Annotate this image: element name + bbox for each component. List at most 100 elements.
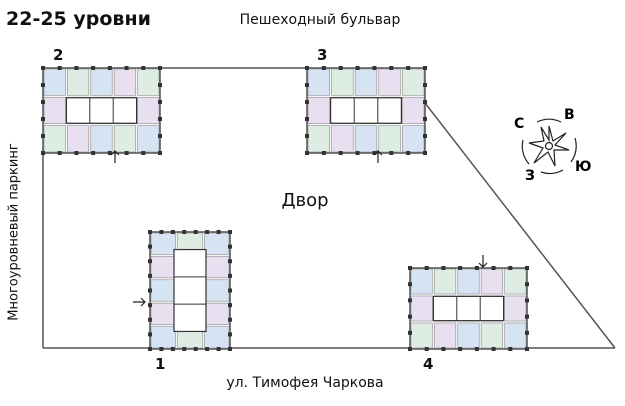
apartment — [204, 232, 230, 255]
column — [148, 273, 152, 278]
column — [158, 151, 162, 155]
column — [193, 230, 198, 234]
building-1 — [148, 230, 232, 351]
compass-rose: С В Ю З — [514, 107, 591, 184]
entrance-arrow-2 — [110, 150, 120, 163]
apartment — [43, 68, 66, 96]
column — [148, 347, 152, 351]
column — [158, 134, 162, 138]
column — [228, 332, 232, 337]
building-number-2: 2 — [53, 46, 64, 64]
apartment — [402, 97, 425, 124]
column — [408, 347, 412, 351]
column — [91, 151, 96, 155]
apartment — [90, 125, 113, 153]
apartment — [434, 268, 457, 295]
apartment — [378, 125, 401, 153]
column — [424, 266, 429, 270]
column — [491, 266, 496, 270]
column — [423, 83, 427, 87]
column — [158, 66, 162, 70]
column — [406, 66, 411, 70]
column — [525, 347, 529, 351]
apartment — [150, 302, 176, 325]
apartment — [204, 302, 230, 325]
apartment — [204, 279, 230, 302]
column — [159, 347, 164, 351]
apartment — [504, 268, 527, 295]
column — [158, 83, 162, 87]
column — [205, 230, 210, 234]
column — [228, 317, 232, 322]
apartment — [402, 68, 425, 96]
column — [148, 230, 152, 234]
building-core — [173, 248, 207, 333]
column — [228, 347, 232, 351]
building-number-4: 4 — [423, 355, 434, 373]
apartment — [67, 68, 90, 96]
column — [441, 266, 446, 270]
column — [305, 134, 309, 138]
column — [525, 266, 529, 270]
column — [148, 317, 152, 322]
column — [389, 66, 394, 70]
column — [124, 151, 129, 155]
apartment — [434, 322, 457, 349]
column — [491, 347, 496, 351]
compass-east: В — [564, 107, 575, 123]
column — [41, 100, 45, 104]
column — [508, 266, 513, 270]
column — [525, 282, 529, 287]
column — [305, 117, 309, 121]
column — [41, 66, 45, 70]
column — [158, 117, 162, 121]
apartment — [43, 125, 66, 153]
top-street-label: Пешеходный бульвар — [239, 12, 401, 28]
building-number-1: 1 — [155, 355, 166, 373]
apartment — [204, 256, 230, 279]
column — [228, 303, 232, 308]
apartment — [410, 268, 433, 295]
column — [458, 266, 463, 270]
column — [41, 83, 45, 87]
column — [355, 66, 360, 70]
column — [508, 347, 513, 351]
column — [41, 151, 45, 155]
column — [216, 230, 221, 234]
column — [193, 347, 198, 351]
apartment — [504, 322, 527, 349]
apartment — [150, 326, 176, 349]
column — [423, 117, 427, 121]
apartment — [402, 125, 425, 153]
bottom-street-label: ул. Тимофея Чаркова — [226, 375, 384, 391]
apartment — [457, 322, 480, 349]
apartment — [480, 322, 503, 349]
building-core — [65, 97, 138, 124]
apartment — [204, 326, 230, 349]
column — [321, 66, 326, 70]
column — [408, 314, 412, 319]
column — [338, 66, 343, 70]
apartment — [137, 68, 160, 96]
apartment — [307, 68, 330, 96]
apartment — [150, 279, 176, 302]
column — [158, 100, 162, 104]
column — [148, 244, 152, 249]
yard-label: Двор — [281, 190, 329, 211]
building-3 — [305, 66, 427, 155]
column — [74, 151, 79, 155]
column — [408, 282, 412, 287]
column — [525, 314, 529, 319]
compass-north: С — [514, 116, 524, 132]
column — [148, 288, 152, 293]
column — [170, 230, 175, 234]
apartment — [457, 268, 480, 295]
entrance-arrow-4 — [478, 255, 488, 268]
apartment — [90, 68, 113, 96]
column — [148, 259, 152, 264]
page-title: 22-25 уровни — [6, 8, 151, 30]
compass-south: Ю — [575, 159, 591, 175]
column — [474, 266, 479, 270]
column — [408, 330, 412, 335]
